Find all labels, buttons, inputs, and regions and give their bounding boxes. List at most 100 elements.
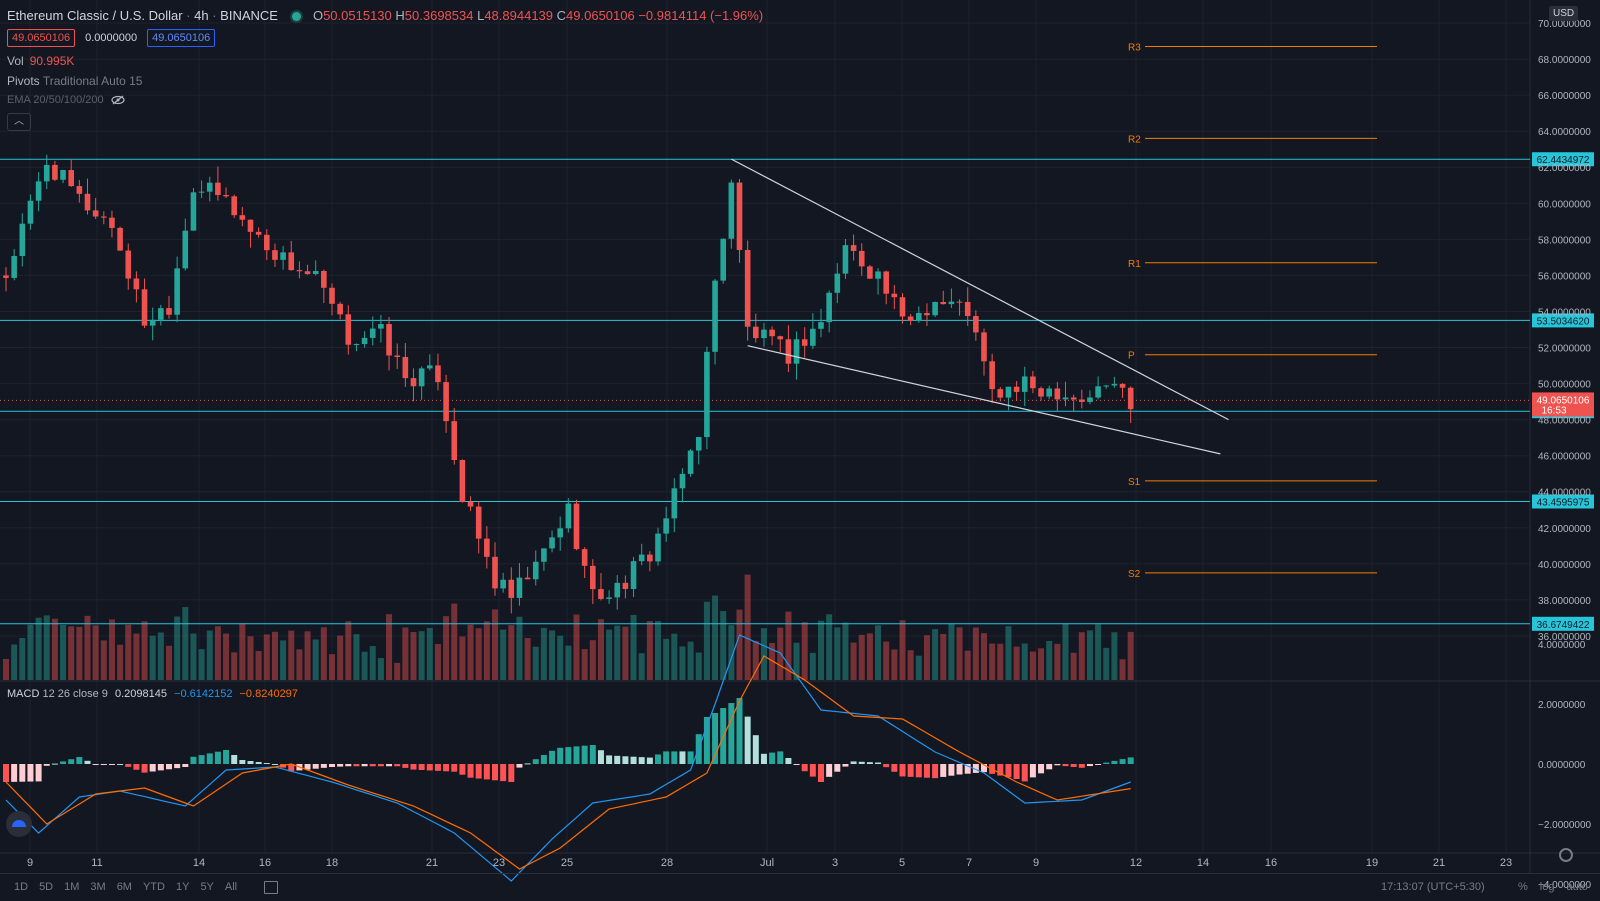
candle bbox=[671, 488, 678, 519]
volume-bar bbox=[981, 633, 987, 680]
candle bbox=[964, 301, 971, 317]
candle bbox=[264, 234, 270, 251]
volume-bar bbox=[1078, 632, 1085, 680]
ema-legend[interactable]: EMA 20/50/100/200 bbox=[7, 94, 125, 106]
volume-bar bbox=[671, 633, 678, 680]
range-ytd[interactable]: YTD bbox=[142, 881, 165, 893]
collapse-legend-button[interactable]: ︿ bbox=[7, 113, 31, 131]
volume-bar bbox=[899, 620, 906, 680]
current-price-label: 49.0650106 bbox=[1537, 395, 1590, 406]
range-1m[interactable]: 1M bbox=[64, 881, 80, 893]
candle bbox=[948, 301, 955, 305]
symbol-name[interactable]: Ethereum Classic / U.S. Dollar bbox=[7, 8, 183, 23]
candle bbox=[565, 503, 572, 529]
volume-bar bbox=[223, 633, 230, 680]
range-6m[interactable]: 6M bbox=[116, 881, 132, 893]
macd-histogram-bar bbox=[475, 764, 482, 779]
range-1d[interactable]: 1D bbox=[14, 881, 29, 893]
level-label-bg bbox=[1532, 494, 1594, 509]
macd-histogram-bar bbox=[524, 763, 531, 765]
time-tick: 19 bbox=[1366, 857, 1378, 869]
candle bbox=[280, 252, 286, 260]
volume-bar bbox=[712, 595, 719, 680]
macd-histogram-bar bbox=[1038, 764, 1045, 774]
candle bbox=[989, 361, 995, 390]
candle bbox=[712, 280, 718, 352]
candle bbox=[769, 329, 775, 337]
macd-tick: 0.0000000 bbox=[1538, 760, 1586, 771]
macd-histogram-bar bbox=[1005, 764, 1012, 778]
settings-gear-icon[interactable] bbox=[1559, 848, 1573, 862]
macd-histogram-bar bbox=[932, 764, 939, 779]
calendar-icon[interactable] bbox=[264, 881, 278, 894]
time-tick: 7 bbox=[966, 857, 972, 869]
time-tick: 12 bbox=[1130, 857, 1142, 869]
pivots-legend[interactable]: Pivots Traditional Auto 15 bbox=[7, 74, 143, 88]
volume-bar bbox=[809, 652, 816, 680]
range-5d[interactable]: 5D bbox=[39, 881, 54, 893]
interval[interactable]: 4h bbox=[194, 8, 209, 23]
macd-histogram-bar bbox=[801, 764, 808, 772]
time-tick: Jul bbox=[760, 857, 774, 869]
signal-line bbox=[5, 655, 1131, 870]
range-all[interactable]: All bbox=[224, 881, 238, 893]
log-toggle[interactable]: log bbox=[1539, 881, 1555, 893]
percent-toggle[interactable]: % bbox=[1518, 881, 1528, 893]
clock[interactable]: 17:13:07 (UTC+5:30) bbox=[1381, 881, 1485, 893]
volume-legend[interactable]: Vol 90.995K bbox=[7, 54, 75, 68]
candle bbox=[11, 255, 17, 278]
macd-histogram-bar bbox=[997, 764, 1004, 776]
candle bbox=[720, 238, 726, 281]
macd-histogram-bar bbox=[842, 764, 849, 767]
current-price-bg bbox=[1532, 392, 1594, 417]
candle bbox=[524, 577, 531, 580]
pivot-label: S1 bbox=[1128, 477, 1141, 488]
macd-histogram-bar bbox=[84, 760, 91, 764]
volume-value: 90.995K bbox=[29, 54, 75, 68]
candle bbox=[345, 314, 352, 345]
trendline bbox=[731, 158, 1229, 421]
candle bbox=[973, 316, 979, 333]
candle bbox=[92, 210, 99, 217]
macd-histogram-bar bbox=[141, 764, 148, 773]
level-label-bg bbox=[1532, 313, 1594, 328]
candle bbox=[573, 503, 580, 550]
candle bbox=[321, 271, 327, 288]
macd-histogram-bar bbox=[27, 764, 34, 782]
macd-histogram-bar bbox=[826, 764, 833, 777]
tradingview-logo-icon[interactable] bbox=[6, 811, 32, 837]
macd-histogram-bar bbox=[899, 764, 906, 777]
candle bbox=[614, 582, 621, 598]
currency-selector[interactable]: USD bbox=[1549, 6, 1579, 21]
candle bbox=[622, 582, 629, 589]
macd-histogram-bar bbox=[68, 759, 75, 764]
macd-histogram-bar bbox=[11, 764, 18, 782]
candle bbox=[777, 336, 784, 340]
candle bbox=[606, 597, 612, 599]
sell-button[interactable]: 49.0650106 bbox=[7, 29, 76, 47]
macd-histogram-bar bbox=[809, 764, 816, 777]
macd-histogram-bar bbox=[1078, 764, 1085, 768]
macd-histogram-bar bbox=[198, 755, 205, 764]
auto-toggle[interactable]: auto bbox=[1566, 881, 1588, 893]
macd-histogram-bar bbox=[972, 764, 979, 773]
macd-legend[interactable]: MACD 12 26 close 9 0.2098145 −0.6142152 … bbox=[7, 688, 298, 700]
range-3m[interactable]: 3M bbox=[90, 881, 106, 893]
price-tick: 54.0000000 bbox=[1538, 307, 1591, 318]
price-tick: 60.0000000 bbox=[1538, 199, 1591, 210]
pivot-label: R3 bbox=[1128, 42, 1141, 53]
time-tick: 11 bbox=[91, 857, 102, 869]
macd-histogram-bar bbox=[655, 754, 661, 764]
range-5y[interactable]: 5Y bbox=[200, 881, 214, 893]
trendlines bbox=[731, 158, 1229, 455]
volume-bar bbox=[695, 652, 702, 680]
hidden-eye-icon[interactable] bbox=[111, 95, 125, 105]
volume-bar bbox=[850, 642, 857, 680]
candle bbox=[190, 192, 197, 231]
range-1y[interactable]: 1Y bbox=[175, 881, 190, 893]
buy-button[interactable]: 49.0650106 bbox=[147, 29, 216, 47]
pivot-label: R1 bbox=[1128, 259, 1141, 270]
macd-histogram-bar bbox=[638, 757, 645, 764]
volume-bar bbox=[614, 625, 621, 680]
